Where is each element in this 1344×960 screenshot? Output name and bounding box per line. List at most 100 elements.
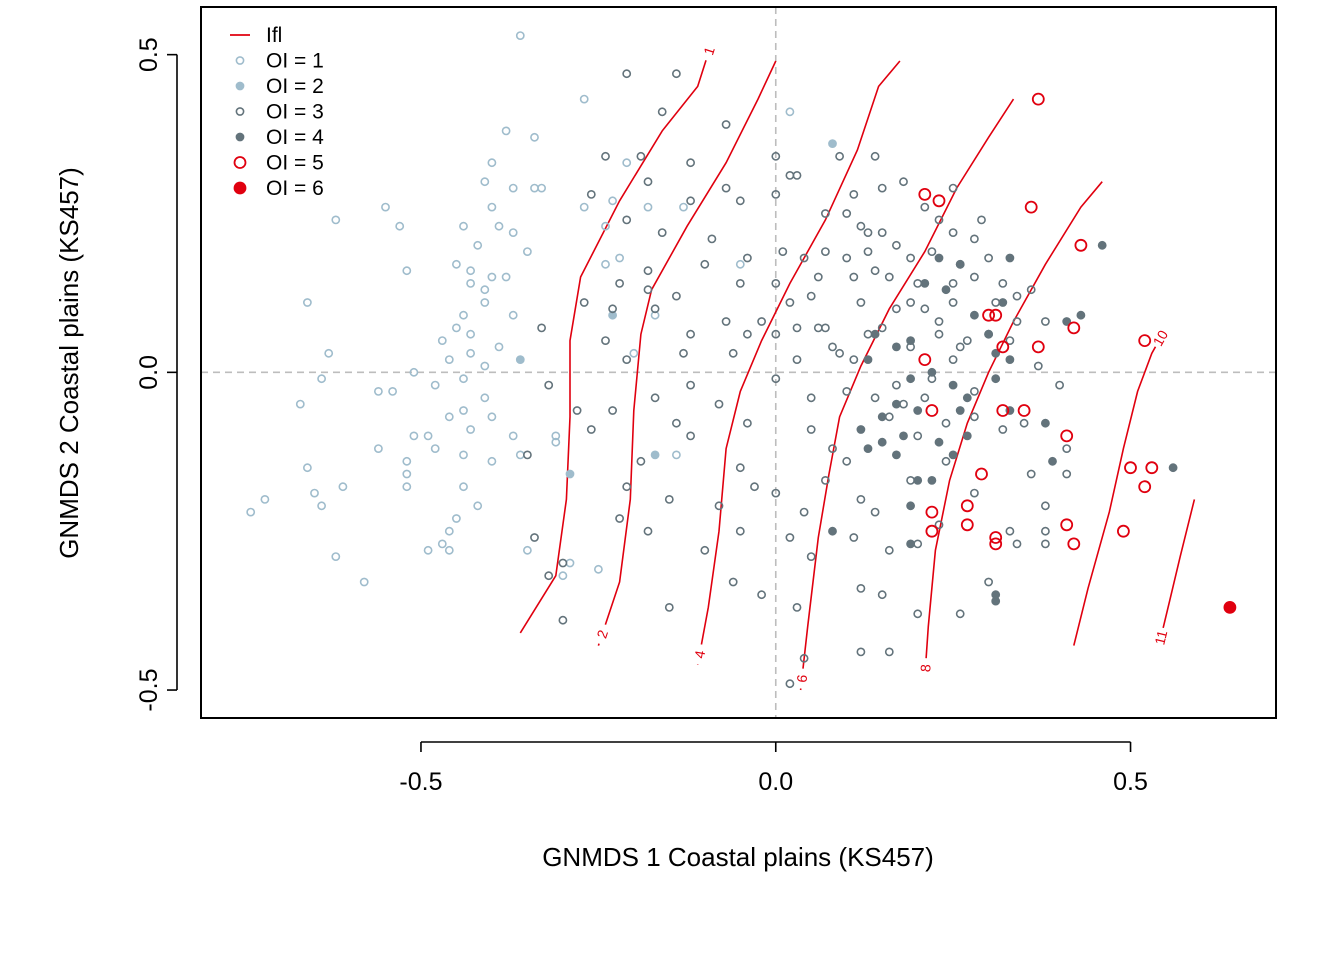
point-oi3-152	[984, 577, 993, 587]
point-oi3-66	[934, 329, 944, 339]
point-oi4-22	[856, 425, 866, 434]
legend-label-0: Ifl	[266, 24, 282, 47]
point-oi1-11	[508, 228, 518, 237]
point-oi1-84	[622, 158, 632, 168]
point-oi5-4	[1031, 340, 1045, 354]
point-oi3-154	[1062, 469, 1072, 479]
point-oi4-35	[1041, 418, 1050, 428]
contour-line-8	[924, 181, 1103, 678]
point-oi1-69	[381, 202, 390, 212]
point-oi4-32	[991, 348, 1001, 358]
point-oi3-125	[1005, 526, 1015, 536]
point-oi3-22	[657, 228, 667, 237]
point-oi3-82	[686, 380, 695, 390]
point-oi5-0	[1031, 92, 1045, 106]
point-oi1-40	[430, 444, 440, 453]
point-oi3-105	[636, 456, 646, 466]
point-oi3-153	[1041, 526, 1050, 536]
point-oi4-42	[906, 539, 915, 549]
point-oi3-51	[771, 278, 781, 288]
point-oi3-24	[842, 209, 852, 218]
point-oi1-76	[508, 431, 518, 441]
point-oi3-33	[821, 247, 830, 256]
point-oi1-72	[558, 571, 568, 581]
x-axis-title: GNMDS 1 Coastal plains (KS457)	[542, 842, 934, 872]
point-oi3-8	[835, 151, 844, 161]
point-oi4-11	[892, 342, 901, 352]
point-oi3-49	[643, 285, 653, 295]
point-oi1-15	[466, 266, 475, 276]
point-oi3-124	[934, 520, 944, 530]
point-oi3-95	[743, 418, 752, 428]
contour-label-bg-8	[916, 657, 935, 679]
point-oi5-18	[1117, 524, 1130, 538]
point-oi3-173	[813, 323, 823, 333]
point-oi1-2	[501, 126, 511, 136]
point-oi3-31	[778, 247, 788, 256]
point-oi3-71	[537, 323, 546, 333]
point-oi3-50	[735, 278, 745, 288]
point-oi3-115	[664, 494, 674, 504]
point-oi3-2	[657, 107, 667, 117]
point-oi3-159	[1041, 317, 1050, 326]
point-oi3-174	[785, 298, 795, 307]
point-oi3-60	[920, 304, 930, 314]
legend-swatch-2	[235, 81, 245, 91]
point-oi1-14	[451, 259, 461, 269]
point-oi1-56	[338, 482, 348, 492]
contour-line-11	[1158, 499, 1196, 646]
point-oi1-18	[480, 285, 490, 295]
point-oi3-73	[743, 329, 752, 339]
contour-label-4: 4	[691, 649, 708, 660]
point-oi3-36	[927, 247, 937, 256]
point-oi3-5	[636, 151, 646, 161]
point-oi4-34	[1005, 355, 1015, 364]
point-oi3-87	[650, 393, 660, 403]
point-oi3-138	[544, 571, 554, 581]
point-oi3-78	[728, 348, 738, 358]
point-oi1-8	[487, 202, 497, 212]
point-oi5-23	[960, 499, 974, 513]
point-oi1-10	[494, 221, 504, 231]
legend-swatch-6	[233, 181, 247, 195]
point-oi1-28	[444, 355, 454, 364]
point-oi1-53	[373, 386, 383, 396]
point-oi3-179	[948, 183, 958, 193]
point-oi3-67	[962, 336, 972, 345]
point-oi3-128	[735, 526, 745, 536]
point-oi3-98	[970, 412, 979, 422]
point-oi5-25	[925, 505, 939, 519]
point-oi4-3	[1005, 253, 1015, 263]
point-oi4-25	[863, 444, 873, 453]
contour-label-6: 6	[793, 674, 810, 684]
legend-label-5: OI = 5	[266, 152, 324, 175]
legend-label-3: OI = 3	[266, 101, 324, 124]
point-oi1-27	[466, 348, 475, 358]
point-oi4-10	[906, 336, 915, 345]
point-oi3-101	[828, 444, 837, 453]
point-oi3-165	[955, 342, 965, 352]
point-oi4-44	[991, 596, 1001, 606]
y-axis-title: GNMDS 2 Coastal plains (KS457)	[54, 167, 84, 559]
point-oi1-87	[735, 259, 745, 269]
point-oi1-30	[459, 374, 468, 384]
point-oi4-4	[998, 298, 1008, 307]
point-oi1-89	[579, 202, 589, 212]
point-oi3-158	[1012, 291, 1022, 301]
point-oi4-7	[955, 259, 965, 269]
point-oi3-140	[856, 584, 866, 593]
point-oi1-60	[310, 488, 319, 498]
point-oi1-71	[402, 266, 412, 276]
contour-label-11: 11	[1151, 628, 1170, 646]
point-oi1-79	[672, 450, 681, 460]
point-oi3-88	[714, 399, 724, 409]
point-oi4-14	[906, 374, 915, 384]
point-oi3-116	[771, 488, 781, 498]
legend: Ifl OI = 1OI = 2 OI = 3OI = 4 OI = 5OI = 6	[230, 24, 324, 200]
point-oi3-170	[941, 418, 951, 428]
point-oi3-12	[643, 177, 653, 187]
point-oi5-20	[1067, 537, 1081, 551]
point-oi4-6	[941, 285, 951, 295]
point-oi3-160	[998, 278, 1008, 288]
point-oi3-43	[849, 272, 859, 282]
